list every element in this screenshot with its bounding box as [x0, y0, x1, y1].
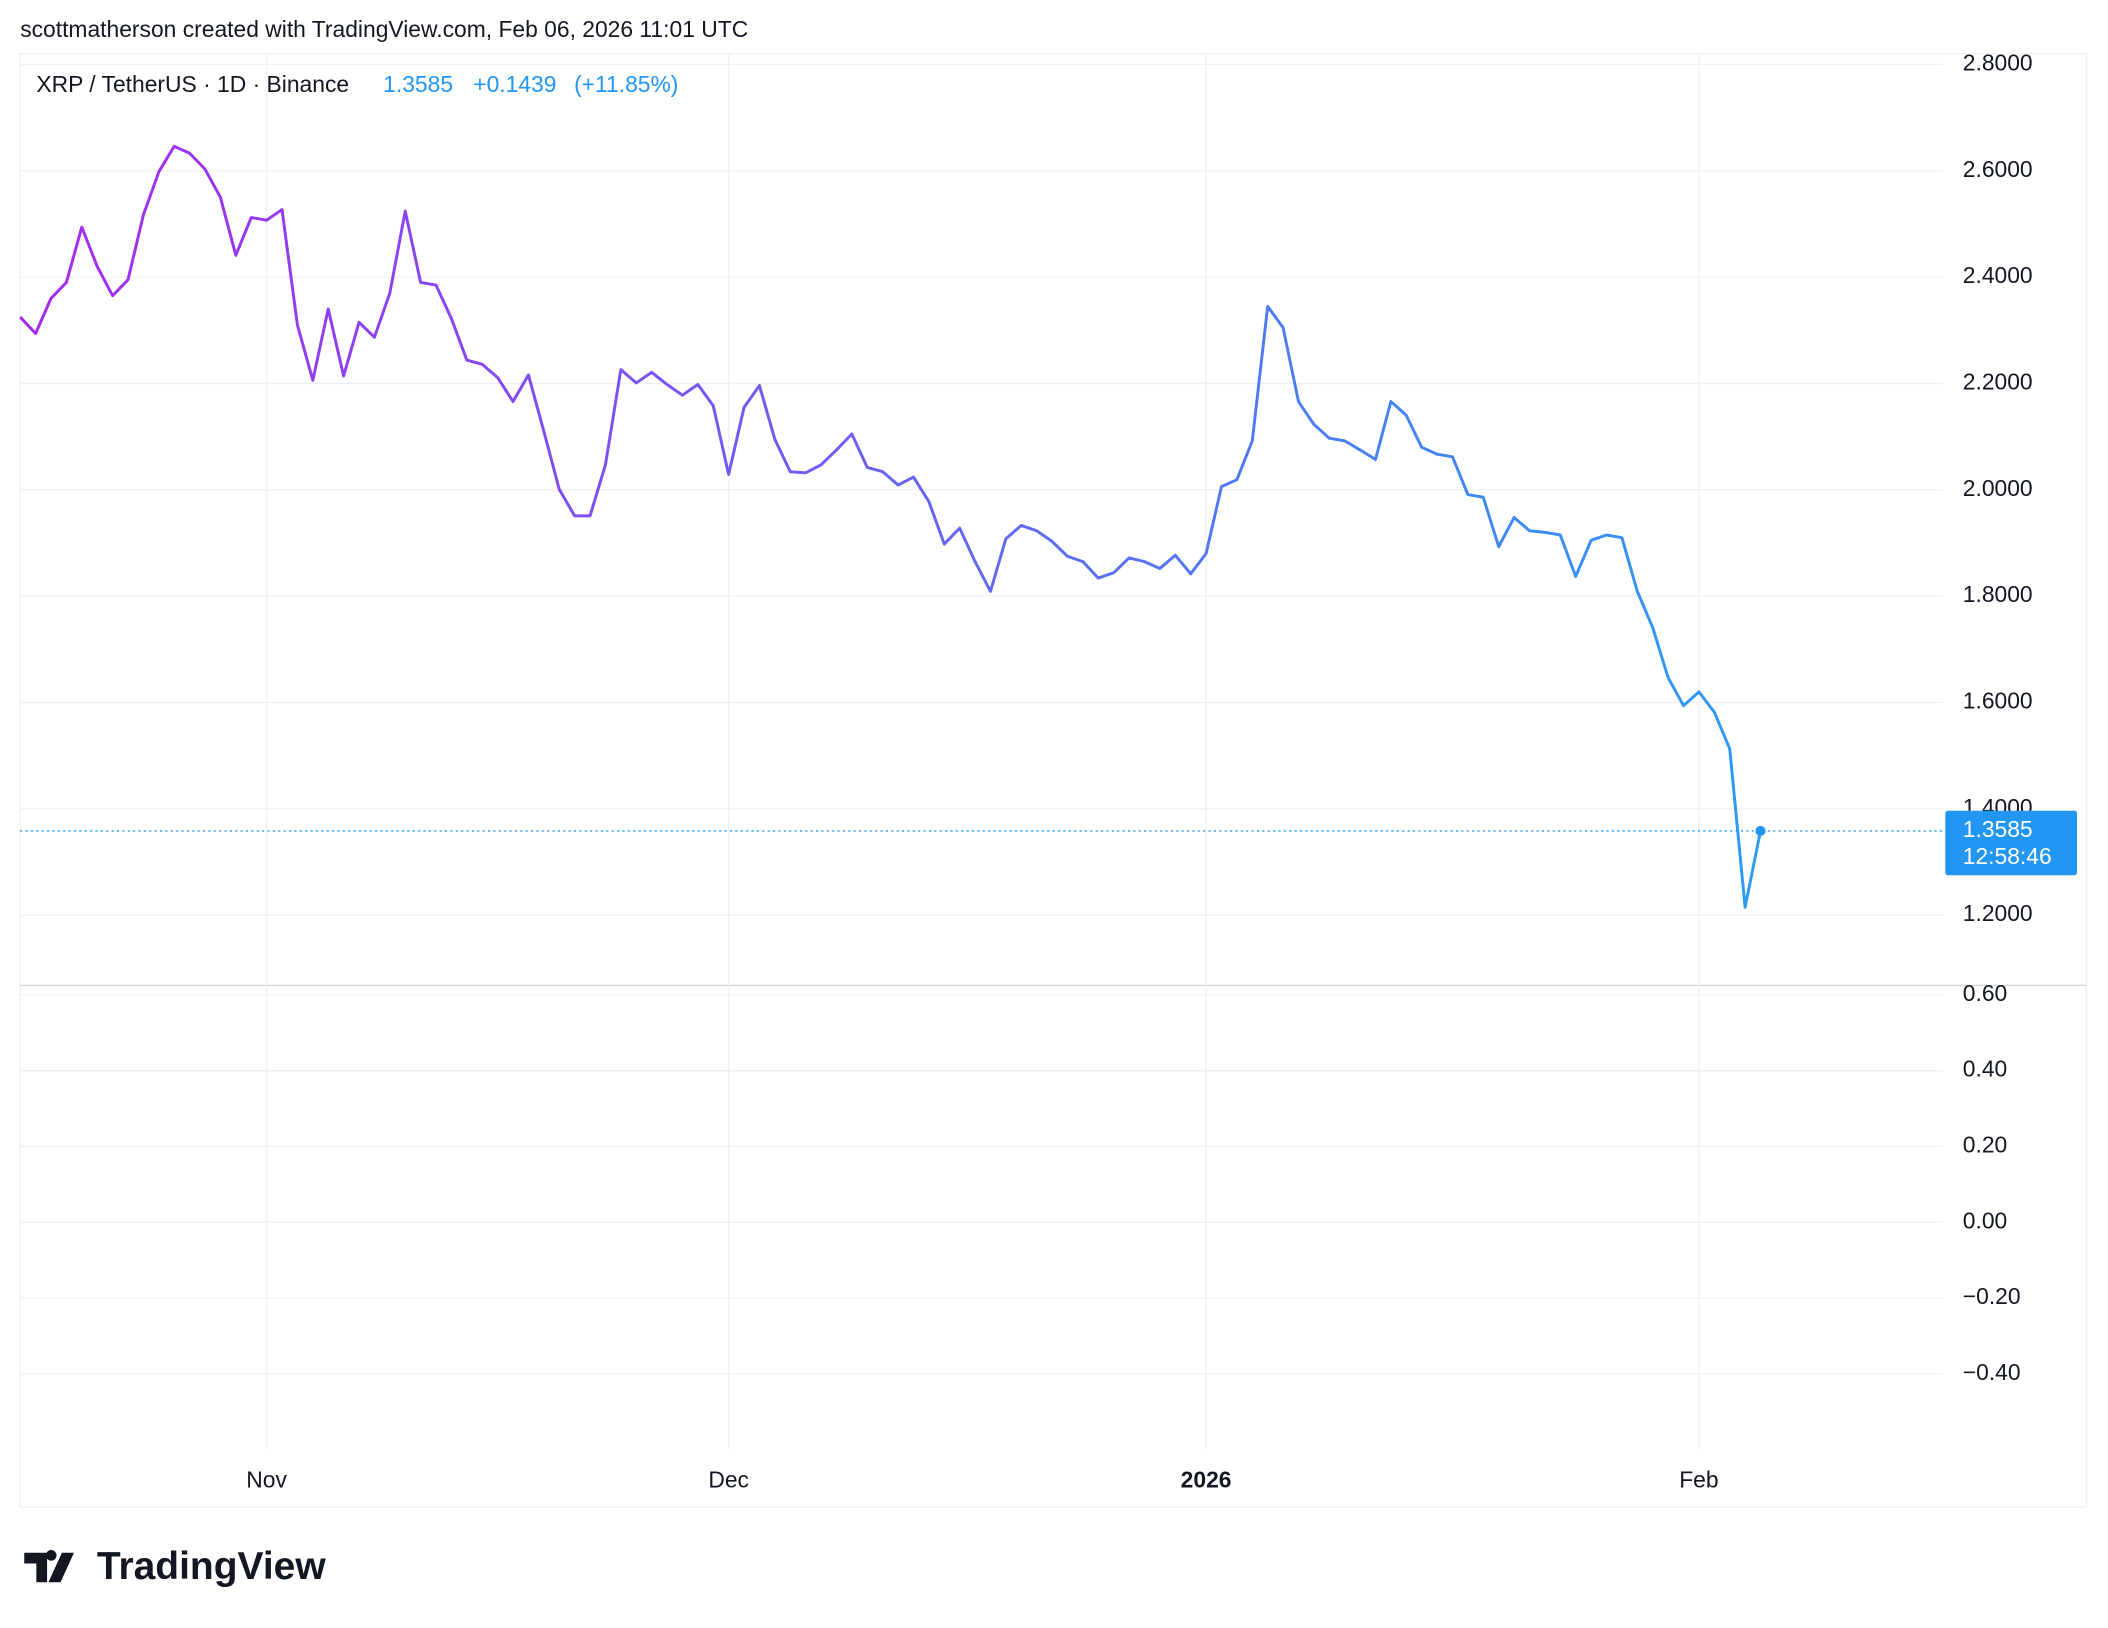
- price-line: [19, 144, 1762, 909]
- y-tick-label: 2.6000: [1963, 156, 2033, 182]
- y-tick-label: 2.8000: [1963, 49, 2033, 75]
- x-tick-label: Dec: [708, 1466, 749, 1492]
- legend-symbol: XRP / TetherUS · 1D · Binance: [36, 71, 349, 97]
- grid: [20, 53, 1943, 1450]
- last-point: [1755, 825, 1766, 837]
- y-tick-label: −0.40: [1963, 1359, 2021, 1385]
- y-tick-label: 0.20: [1963, 1131, 2007, 1157]
- y-tick-label: 0.60: [1963, 980, 2007, 1006]
- x-tick-label: Nov: [246, 1466, 287, 1492]
- logo: TradingView: [24, 1545, 326, 1588]
- logo-icon: [24, 1550, 74, 1583]
- y-tick-label: 0.40: [1963, 1056, 2007, 1082]
- legend-price: 1.3585: [383, 71, 453, 97]
- frame: [19, 53, 2088, 1508]
- price-badge-label: 1.3585: [1963, 816, 2033, 842]
- marks: [19, 144, 1943, 909]
- countdown-label: 12:58:46: [1963, 843, 2052, 869]
- x-tick-label: Feb: [1679, 1466, 1718, 1492]
- y-tick-label: 1.6000: [1963, 688, 2033, 714]
- logo-text: TradingView: [97, 1545, 327, 1588]
- y-tick-label: 1.2000: [1963, 900, 2033, 926]
- legend-change: +0.1439: [473, 71, 556, 97]
- price-badge: [1945, 810, 2078, 876]
- legend-change-percent: (+11.85%): [574, 71, 678, 97]
- y-tick-label: 2.2000: [1963, 368, 2033, 394]
- y-tick-label: 2.0000: [1963, 475, 2033, 501]
- y-tick-label: 2.4000: [1963, 262, 2033, 288]
- y-tick-label: −0.20: [1963, 1283, 2021, 1309]
- y-tick-label: 0.00: [1963, 1207, 2007, 1233]
- x-tick-label: 2026: [1181, 1466, 1232, 1492]
- y-tick-label: 1.8000: [1963, 581, 2033, 607]
- credit: scottmatherson created with TradingView.…: [20, 16, 748, 42]
